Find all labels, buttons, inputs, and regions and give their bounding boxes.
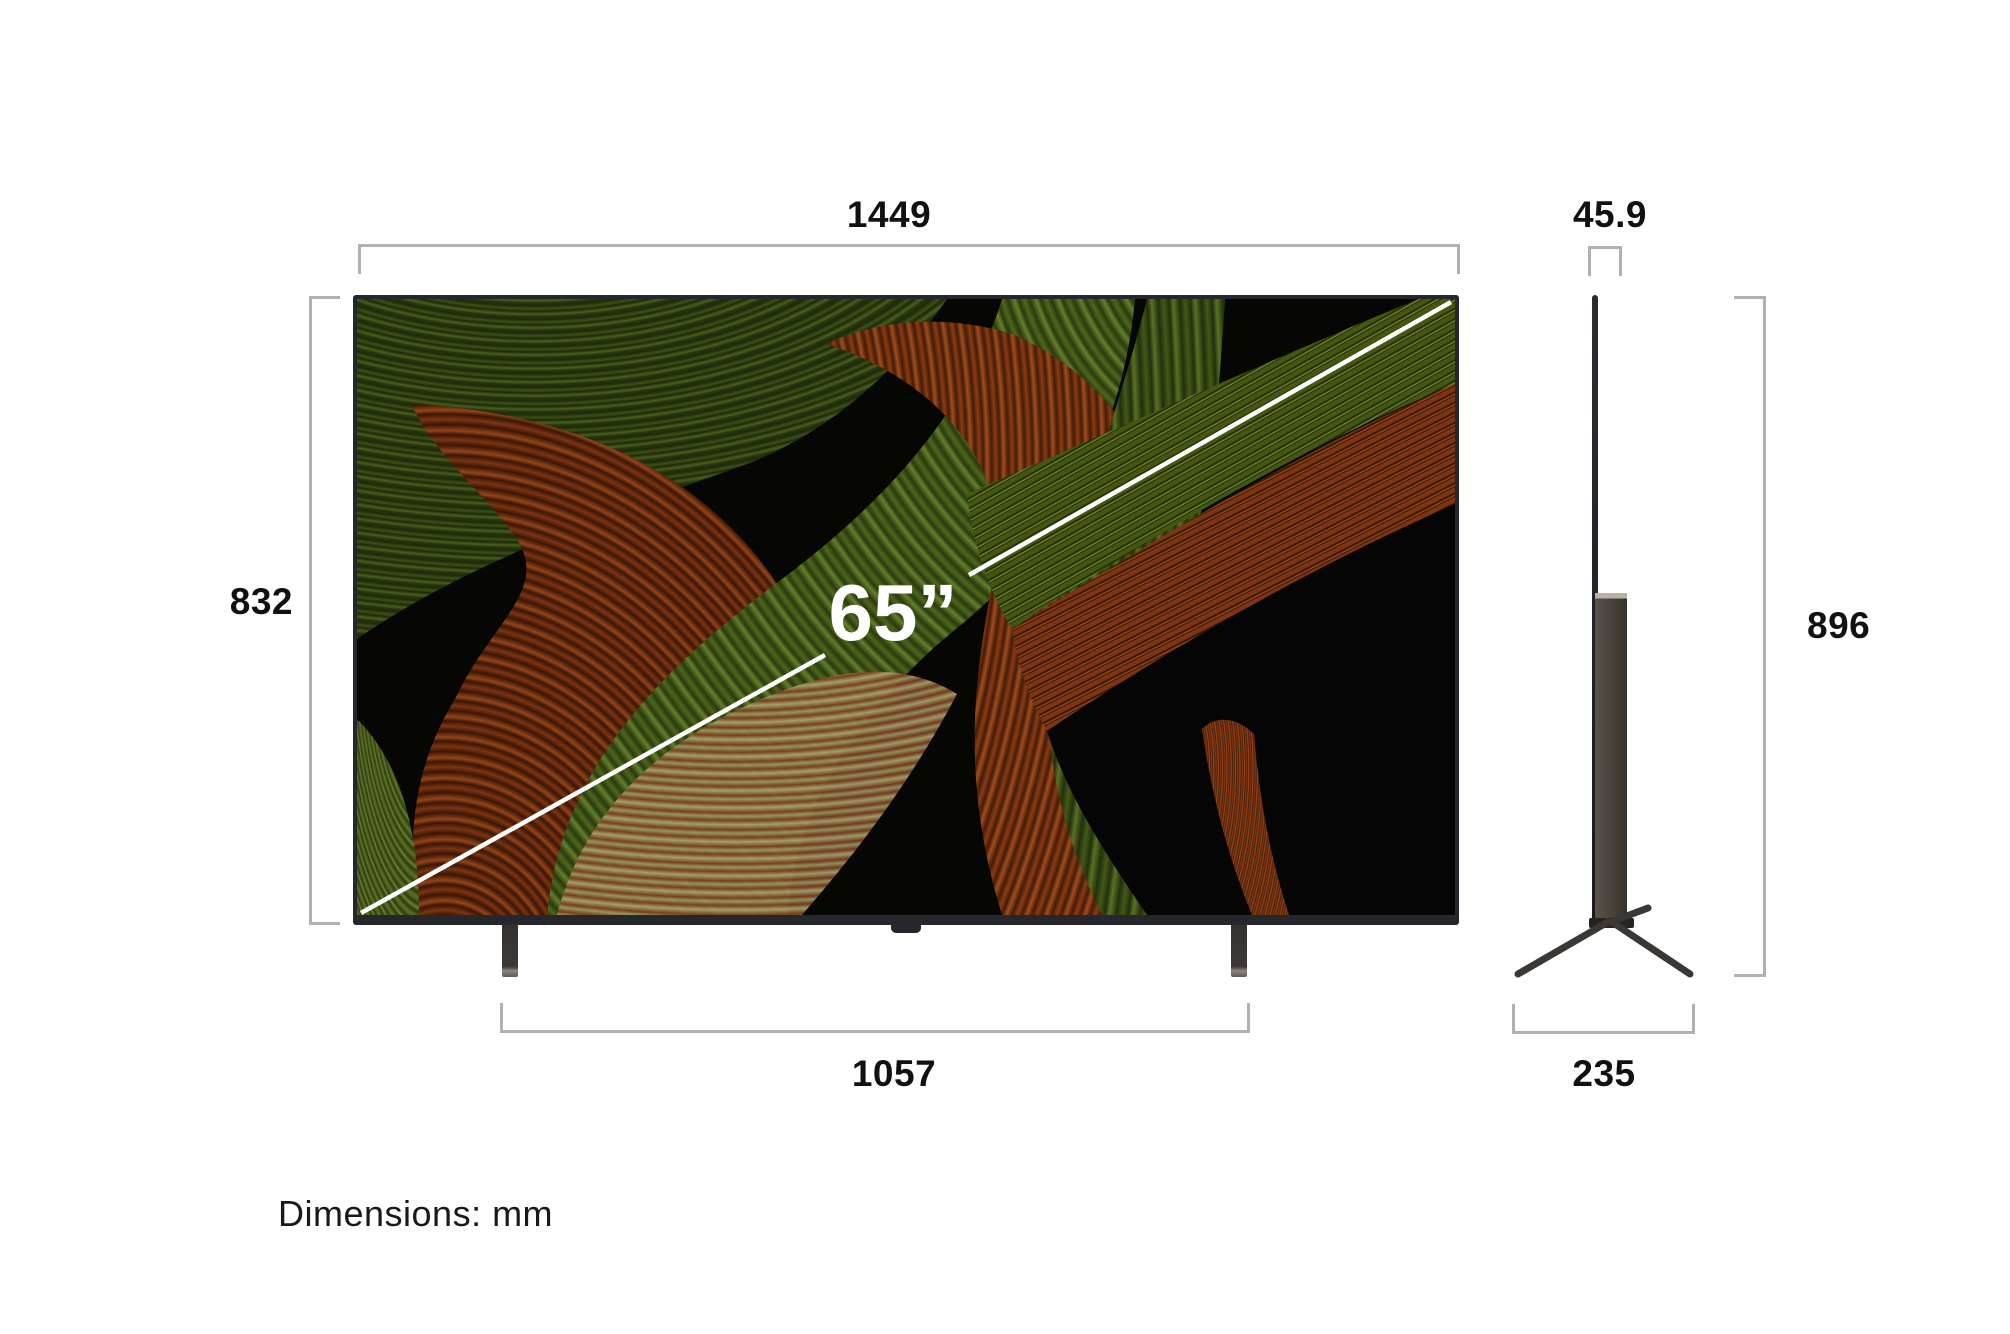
side-depth-bracket <box>1588 246 1622 276</box>
units-note: Dimensions: mm <box>278 1193 554 1234</box>
front-height-bracket <box>309 296 340 925</box>
tv-side-stand-legs <box>1514 904 1694 978</box>
screen-size-label: 65” <box>829 568 958 657</box>
art-topright-green-stripes <box>967 299 1455 629</box>
stand-width-label: 1057 <box>851 1053 937 1094</box>
side-height-bracket <box>1734 296 1766 977</box>
tv-center-nub <box>891 924 921 933</box>
side-height-label: 896 <box>1807 605 1871 646</box>
front-width-label: 1449 <box>846 194 932 235</box>
art-green-corner <box>357 719 419 915</box>
diagonal-line-lower <box>359 653 827 915</box>
stand-leg-front <box>1514 918 1612 978</box>
base-depth-label: 235 <box>1572 1053 1636 1094</box>
stand-leg-back <box>1608 918 1694 978</box>
stand-width-bracket <box>500 1003 1250 1033</box>
art-rust-sliver <box>1202 719 1289 915</box>
tv-foot-right <box>1231 925 1247 977</box>
front-width-bracket <box>358 244 1460 274</box>
front-height-label: 832 <box>229 581 293 622</box>
tv-side-stand-column <box>1595 593 1627 923</box>
base-depth-bracket <box>1512 1004 1695 1034</box>
stand-leg-stub <box>1612 904 1652 924</box>
screen-artwork: 65” <box>357 299 1455 915</box>
art-topright-rust-band <box>1012 384 1455 731</box>
tv-foot-left <box>502 925 518 977</box>
art-black-region <box>1047 504 1455 915</box>
side-depth-label: 45.9 <box>1572 194 1647 235</box>
art-olive-mixed-band <box>557 671 957 915</box>
diagonal-line-upper <box>967 300 1453 577</box>
tv-front-view: 65” <box>353 295 1459 925</box>
